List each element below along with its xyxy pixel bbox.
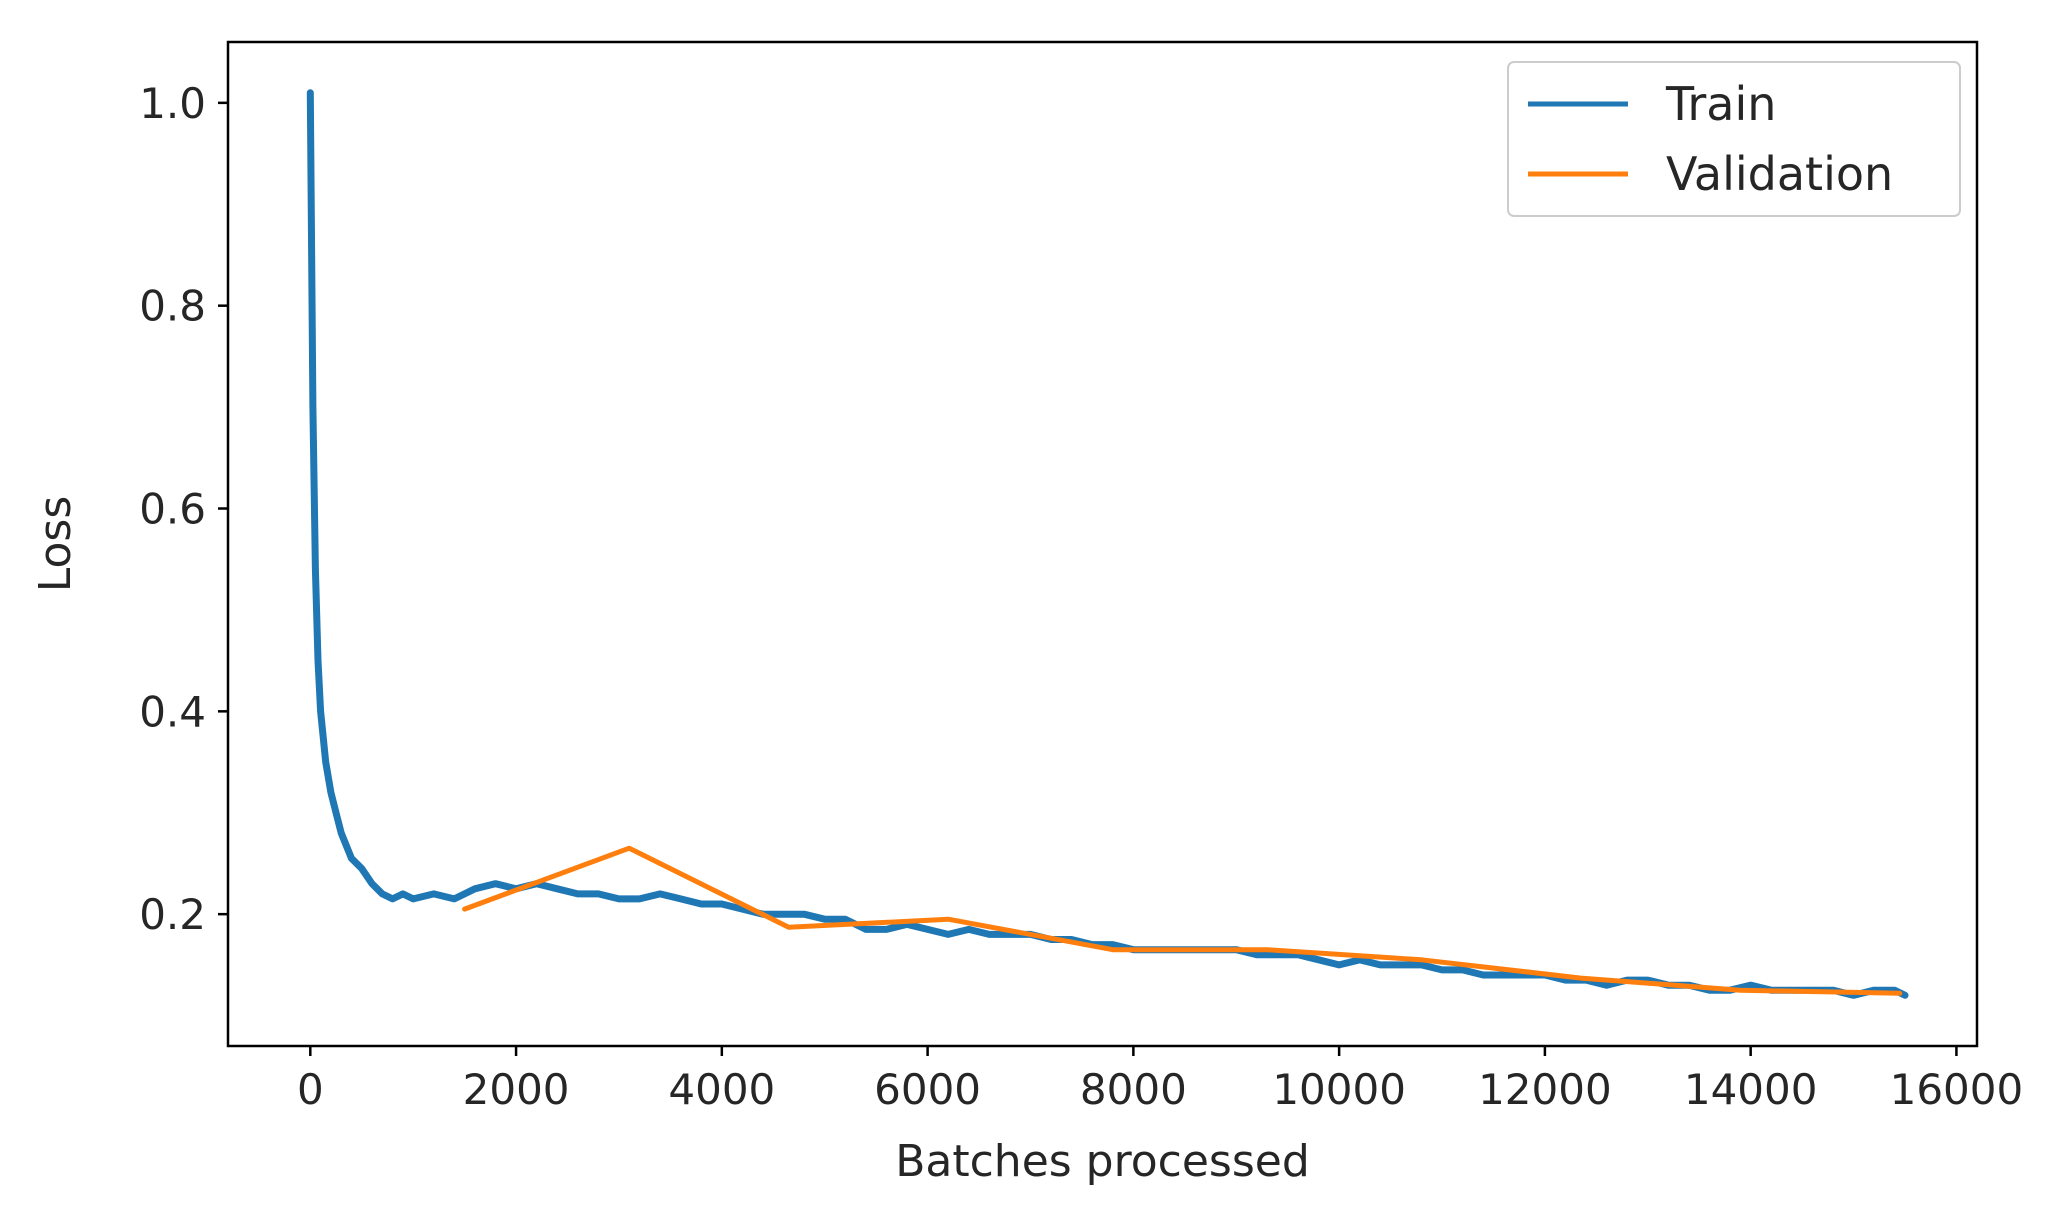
data-point-train xyxy=(597,893,599,895)
data-point-train xyxy=(988,933,990,935)
y-tick-label: 0.8 xyxy=(139,282,206,331)
data-point-validation xyxy=(1112,949,1114,951)
data-point-train xyxy=(317,660,319,662)
data-point-validation xyxy=(1580,977,1582,979)
data-point-train xyxy=(433,893,435,895)
data-point-train xyxy=(1359,959,1361,961)
data-point-train xyxy=(325,761,327,763)
data-point-train xyxy=(361,868,363,869)
data-point-train xyxy=(1318,959,1320,961)
data-point-train xyxy=(1565,979,1566,981)
x-tick-label: 6000 xyxy=(874,1065,981,1114)
x-tick-label: 4000 xyxy=(668,1065,775,1114)
data-point-train xyxy=(1256,954,1258,956)
data-point-train xyxy=(618,898,620,900)
data-point-train xyxy=(885,928,887,930)
series-layer xyxy=(306,89,1909,999)
data-point-train xyxy=(1379,964,1381,966)
data-point-train xyxy=(556,888,558,890)
data-point-validation xyxy=(464,908,466,910)
data-point-train xyxy=(330,792,332,793)
data-point-train xyxy=(495,883,496,885)
data-point-validation xyxy=(628,847,630,849)
x-tick-label: 10000 xyxy=(1272,1065,1406,1114)
data-point-train xyxy=(659,893,661,895)
data-point-train xyxy=(1420,964,1422,966)
data-point-train xyxy=(314,568,316,570)
data-point-train xyxy=(865,928,867,930)
data-point-train xyxy=(1112,944,1114,946)
data-point-validation xyxy=(1899,992,1901,994)
data-point-train xyxy=(741,908,743,910)
legend-label-train: Train xyxy=(1665,77,1776,131)
data-point-train xyxy=(844,918,846,920)
data-point-train xyxy=(680,898,682,900)
axes-frame xyxy=(226,40,1979,1048)
data-point-train xyxy=(474,888,476,890)
data-point-train xyxy=(1523,974,1525,976)
data-point-train xyxy=(824,918,826,920)
data-point-train xyxy=(927,928,929,930)
data-point-train xyxy=(639,898,640,900)
data-point-validation xyxy=(788,926,790,928)
legend-box xyxy=(1507,61,1961,217)
data-point-validation xyxy=(947,918,949,920)
y-tick-label: 0.6 xyxy=(139,485,206,534)
data-point-train xyxy=(700,903,702,905)
data-point-train xyxy=(1276,954,1278,956)
data-point-train xyxy=(1400,964,1402,966)
y-tick-label: 0.2 xyxy=(139,890,206,939)
data-point-train xyxy=(371,883,373,885)
data-point-train xyxy=(453,898,455,900)
data-point-train xyxy=(1462,969,1464,971)
data-point-train xyxy=(320,710,322,712)
x-tick-label: 12000 xyxy=(1478,1065,1612,1114)
data-point-train xyxy=(381,893,383,895)
ticks-layer: 0 2000 4000 6000 8000 10000 12000 14000 16000 0.2… xyxy=(139,79,2023,1114)
y-tick-label: 1.0 xyxy=(139,79,206,128)
data-point-train xyxy=(1904,994,1906,996)
data-point-train xyxy=(1338,964,1340,966)
data-point-train xyxy=(312,406,314,408)
data-point-train xyxy=(351,857,352,859)
data-point-validation xyxy=(1739,989,1741,991)
data-point-validation xyxy=(1420,959,1422,961)
data-point-train xyxy=(1297,954,1299,956)
data-point-train xyxy=(402,893,404,895)
x-tick-label: 2000 xyxy=(463,1065,570,1114)
data-point-train xyxy=(1647,979,1649,981)
legend: Train Validation xyxy=(1507,61,1961,217)
data-point-train xyxy=(906,923,908,925)
x-tick-label: 8000 xyxy=(1080,1065,1187,1114)
data-point-train xyxy=(1009,933,1011,935)
data-point-train xyxy=(1503,974,1505,976)
data-point-train xyxy=(1482,974,1484,976)
y-axis-label: Loss xyxy=(30,496,81,593)
x-tick-label: 14000 xyxy=(1684,1065,1818,1114)
data-point-train xyxy=(340,832,342,834)
x-tick-label: 16000 xyxy=(1890,1065,2024,1114)
data-point-train xyxy=(803,913,805,915)
x-tick-label: 0 xyxy=(297,1065,324,1114)
data-point-validation xyxy=(1266,949,1268,951)
data-point-train xyxy=(1750,984,1752,986)
x-axis-label: Batches processed xyxy=(895,1136,1310,1187)
data-point-train xyxy=(1441,969,1443,971)
data-point-train xyxy=(335,812,337,814)
legend-label-validation: Validation xyxy=(1666,147,1893,201)
data-point-train xyxy=(968,928,970,930)
data-point-train xyxy=(721,903,723,905)
series-line-validation xyxy=(462,845,1903,996)
data-point-train xyxy=(577,893,579,895)
data-point-train xyxy=(1894,989,1896,991)
data-point-train xyxy=(783,913,785,915)
data-point-train xyxy=(947,933,949,935)
data-point-train xyxy=(392,898,394,900)
y-tick-label: 0.4 xyxy=(139,687,206,736)
data-point-train xyxy=(1606,984,1608,986)
data-point-train xyxy=(412,898,414,900)
data-point-train xyxy=(1853,994,1854,996)
data-point-train xyxy=(309,92,311,94)
